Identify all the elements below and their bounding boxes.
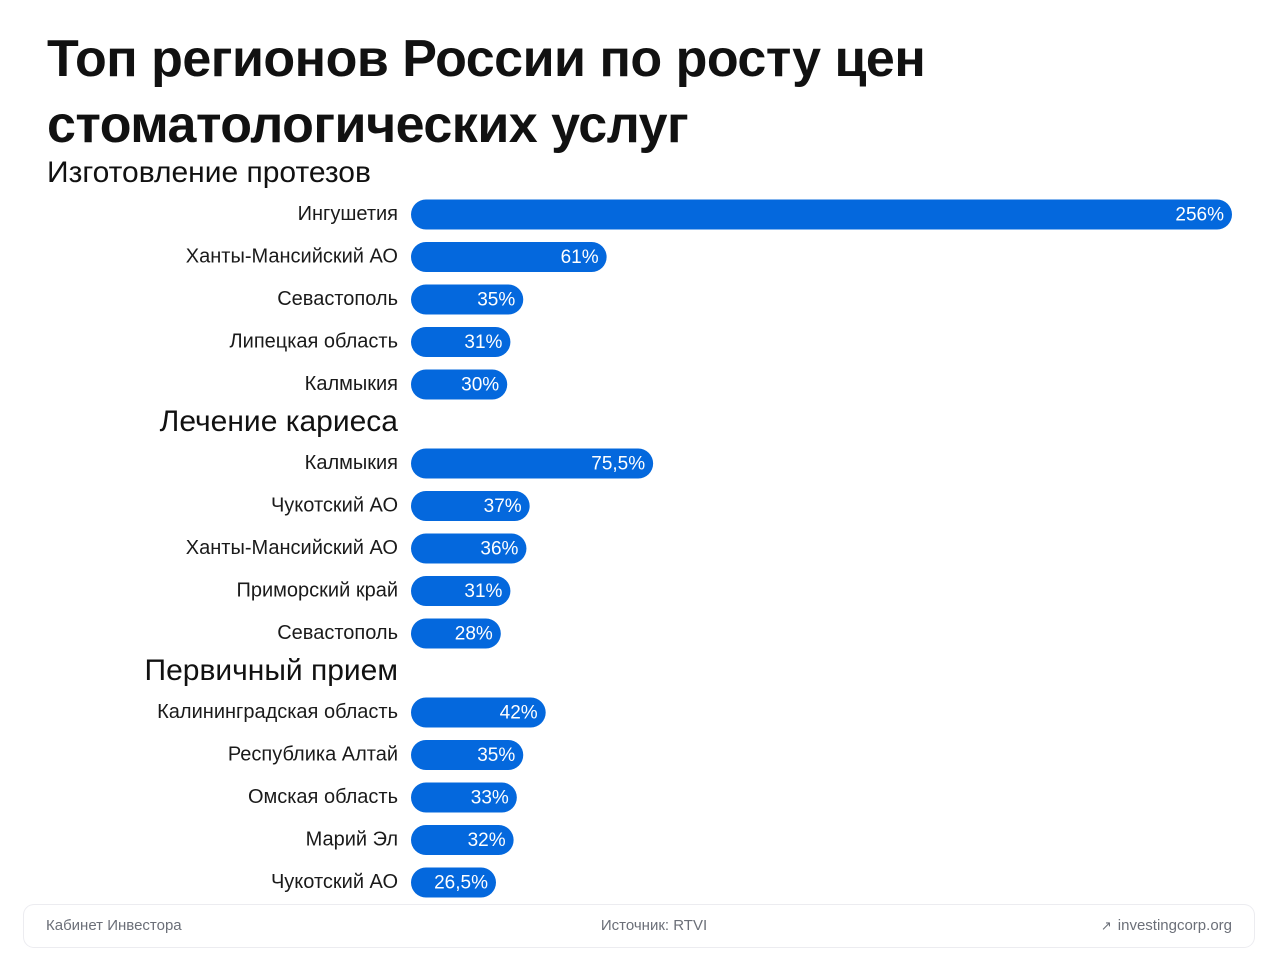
category-label: Липецкая область xyxy=(230,330,398,352)
category-label: Севастополь xyxy=(277,622,398,644)
arrow-up-right-icon: ↗ xyxy=(1100,918,1112,933)
bar xyxy=(411,782,517,813)
footer-link-text: investingcorp.org xyxy=(1117,917,1232,934)
category-label: Чукотский АО xyxy=(271,494,398,516)
bar xyxy=(411,284,524,315)
bar xyxy=(411,867,496,898)
bar xyxy=(411,618,501,649)
value-label: 26,5% xyxy=(434,873,488,894)
page-title: Топ регионов России по росту цен стомато… xyxy=(47,30,926,154)
category-label: Марий Эл xyxy=(306,828,398,850)
bar xyxy=(411,533,527,564)
value-label: 30% xyxy=(461,375,499,396)
value-label: 42% xyxy=(500,703,538,724)
category-label: Республика Алтай xyxy=(228,743,398,765)
category-label: Калмыкия xyxy=(305,452,398,474)
category-label: Ханты-Мансийский АО xyxy=(186,245,398,267)
section-label: Изготовление протезов xyxy=(47,156,371,189)
category-label: Чукотский АО xyxy=(271,871,398,893)
footer-bar: Кабинет Инвестора Источник: RTVI ↗ invest… xyxy=(24,905,1254,947)
footer-link[interactable]: ↗ investingcorp.org xyxy=(1101,917,1232,934)
bar xyxy=(411,199,1232,230)
value-label: 33% xyxy=(471,788,509,809)
value-label: 35% xyxy=(477,290,515,311)
bar xyxy=(411,369,508,400)
value-label: 31% xyxy=(464,332,502,353)
footer-source: Источник: RTVI xyxy=(600,917,708,934)
value-label: 35% xyxy=(477,745,515,766)
bar xyxy=(411,740,524,770)
category-label: Калининградская область xyxy=(157,701,398,723)
section-label: Лечение кариеса xyxy=(160,405,399,438)
bar xyxy=(411,697,546,728)
value-label: 61% xyxy=(561,247,599,268)
value-label: 256% xyxy=(1175,205,1224,226)
value-label: 32% xyxy=(468,830,506,851)
category-label: Приморский край xyxy=(237,579,398,601)
bar xyxy=(411,576,511,606)
bar xyxy=(411,825,514,855)
bar-chart: Изготовление протезов Ингушетия 256% Ханты-… xyxy=(47,156,1232,898)
footer-brand: Кабинет Инвестора xyxy=(46,917,182,934)
bar xyxy=(411,327,511,357)
value-label: 75,5% xyxy=(591,454,645,475)
category-label: Севастополь xyxy=(277,288,398,310)
value-label: 36% xyxy=(480,539,518,560)
category-label: Омская область xyxy=(248,786,398,808)
category-label: Калмыкия xyxy=(305,373,398,395)
bar xyxy=(411,448,654,479)
category-label: Ханты-Мансийский АО xyxy=(186,537,398,559)
section-label: Первичный прием xyxy=(145,654,398,687)
value-label: 31% xyxy=(464,581,502,602)
bar xyxy=(411,242,607,272)
category-label: Ингушетия xyxy=(298,203,398,225)
value-label: 37% xyxy=(484,496,522,517)
value-label: 28% xyxy=(455,624,493,645)
bar xyxy=(411,491,530,521)
